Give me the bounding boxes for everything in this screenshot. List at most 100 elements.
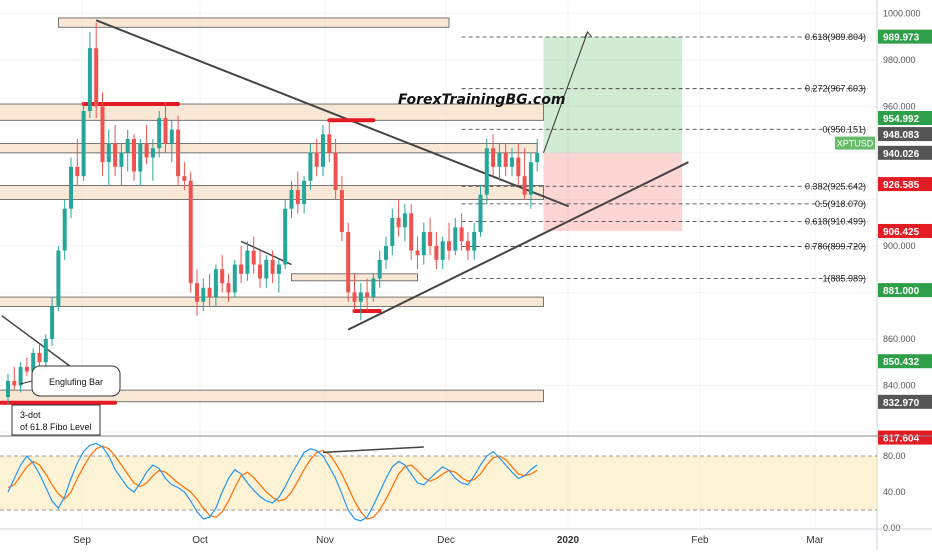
stochastic-k-line <box>7 442 538 522</box>
support-resistance-zone <box>0 296 544 307</box>
candle-body <box>528 162 533 195</box>
price-tick-label: 960.000 <box>883 101 916 111</box>
price-tag <box>878 394 932 409</box>
support-resistance-zone <box>0 103 544 121</box>
candle-body <box>50 306 55 339</box>
projection-arrowhead <box>584 30 592 39</box>
oscillator-band <box>0 456 877 510</box>
price-tag-label: 989.973 <box>883 33 920 44</box>
candle-body <box>516 157 521 177</box>
candle-body <box>144 143 149 158</box>
candle-body <box>447 241 451 251</box>
candle-body <box>75 166 80 177</box>
candle-body <box>113 143 118 167</box>
support-resistance-zone <box>0 185 544 200</box>
candle-body <box>213 269 218 298</box>
time-tick-label: Feb <box>691 535 709 546</box>
fib-level-label: 0.5(918.070) <box>815 199 866 209</box>
candle-body <box>459 227 464 242</box>
candle-body <box>428 231 433 246</box>
candle-body <box>18 366 23 386</box>
candle-body <box>327 134 332 153</box>
candle-body <box>132 138 136 172</box>
candle-body <box>207 287 212 298</box>
oscillator-tick-label: 80.00 <box>883 451 906 461</box>
candle-body <box>503 152 508 167</box>
time-tick-label: Dec <box>437 535 455 546</box>
candle-body <box>346 231 351 293</box>
candle-body <box>24 366 29 372</box>
candle-body <box>37 352 42 363</box>
candle-body <box>31 352 36 372</box>
symbol-label: XPTUSD <box>837 139 874 149</box>
candle-body <box>62 208 67 251</box>
support-resistance-zone <box>0 143 538 154</box>
candle-body <box>69 166 73 209</box>
candles-group <box>6 22 540 405</box>
candle-body <box>43 338 48 363</box>
fib-level-label: 0.272(967.603) <box>805 84 866 94</box>
trendline-down <box>95 19 570 208</box>
price-tag <box>878 177 932 192</box>
candle-body <box>289 190 294 209</box>
trendline-short <box>240 240 292 266</box>
candle-body <box>6 380 10 398</box>
candle-body <box>352 292 357 302</box>
candle-body <box>163 117 168 144</box>
candle-body <box>365 292 370 298</box>
candle-body <box>402 213 407 228</box>
oscillator-tick-label: 40.00 <box>883 487 906 497</box>
price-tag <box>878 29 932 44</box>
time-tick-label: 2020 <box>557 535 580 546</box>
annotation-engulfing-bar: Englufing Bar <box>49 377 103 387</box>
watermark-text: ForexTrainingBG.com <box>398 92 566 108</box>
candle-body <box>106 143 111 163</box>
price-tag <box>878 283 932 298</box>
candle-body <box>484 148 489 195</box>
price-tag-label: 832.970 <box>883 398 920 409</box>
trendline-up <box>347 161 689 331</box>
price-tick-label: 860.000 <box>883 334 916 344</box>
candle-body <box>258 264 262 279</box>
candle-body <box>472 231 477 251</box>
candle-body <box>12 380 17 386</box>
candle-body <box>440 241 445 260</box>
time-tick-label: Oct <box>192 535 208 546</box>
candle-body <box>522 176 527 195</box>
candle-body <box>138 143 143 172</box>
candle-body <box>283 208 288 265</box>
candle-body <box>176 129 181 177</box>
candle-body <box>169 129 174 144</box>
annotation-pointer <box>19 380 33 385</box>
candle-body <box>239 264 244 274</box>
candle-body <box>384 245 388 260</box>
candle-body <box>510 157 514 167</box>
fib-level-label: 0.786(899.720) <box>805 242 866 252</box>
candle-body <box>270 259 275 274</box>
candle-body <box>371 278 376 298</box>
annotation-fibo-level: of 61.8 Fibo Level <box>20 422 92 432</box>
price-tag <box>878 127 932 142</box>
price-tag-label: 850.432 <box>883 357 920 368</box>
candle-body <box>94 48 99 107</box>
candle-body <box>308 152 313 181</box>
price-tag-label: 954.992 <box>883 114 920 125</box>
candle-body <box>195 283 199 302</box>
candle-body <box>409 213 414 251</box>
price-tag <box>878 354 932 369</box>
price-tag <box>878 430 932 445</box>
time-tick-label: Nov <box>316 535 334 546</box>
fib-level-label: 0(950.151) <box>822 124 866 134</box>
candle-body <box>535 152 540 163</box>
price-tag-label: 926.585 <box>883 180 920 191</box>
oscillator-tick-label: 0.00 <box>883 523 901 533</box>
candle-body <box>333 152 338 191</box>
fib-level-label: 0.618(910.499) <box>805 216 866 226</box>
candle-body <box>396 218 401 228</box>
annotation-3-dot: 3-dot <box>20 410 41 420</box>
candle-body <box>295 190 300 205</box>
candle-body <box>87 48 92 111</box>
fib-level-label: 0.618(989.804) <box>805 32 866 42</box>
